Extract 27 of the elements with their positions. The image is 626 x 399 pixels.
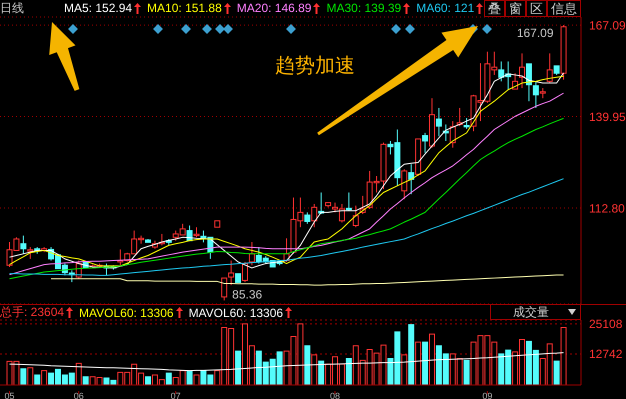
x-tick-label: 06 [74, 391, 84, 399]
text: MA30: 139.39 [326, 1, 402, 15]
annotation: 85.36 [232, 287, 263, 302]
y-tick-label: 139.95 [589, 110, 626, 124]
text: 叠 [484, 0, 505, 17]
annotation: 趋势加速 [275, 54, 355, 79]
y-tick-label: 112.80 [589, 201, 626, 216]
y-tick-label: 25108 [589, 317, 623, 332]
y-tick-label: 12742 [589, 347, 623, 362]
text: MA5: 152.94 [64, 1, 132, 15]
text: 区 [526, 0, 547, 17]
annotation: 167.09 [516, 26, 554, 40]
text: MA10: 151.88 [147, 1, 222, 15]
text: MAVOL60: 13306 [79, 306, 174, 320]
y-tick-label: 167.09 [589, 18, 626, 32]
x-tick-label: 08 [330, 391, 340, 399]
text: 总手: 23604 [0, 304, 64, 321]
x-tick-label: 07 [170, 391, 181, 399]
x-tick-label: 05 [4, 391, 14, 399]
text: 成交量 [513, 304, 549, 320]
text: 信息 [547, 0, 581, 17]
text: MA20: 146.89 [236, 1, 312, 15]
text: 窗 [505, 0, 526, 17]
text: MA60: 121 [416, 1, 474, 15]
text: 日线 [0, 0, 24, 16]
text: MAVOL60: 13306 [188, 306, 284, 320]
x-tick-label: 09 [482, 391, 492, 399]
